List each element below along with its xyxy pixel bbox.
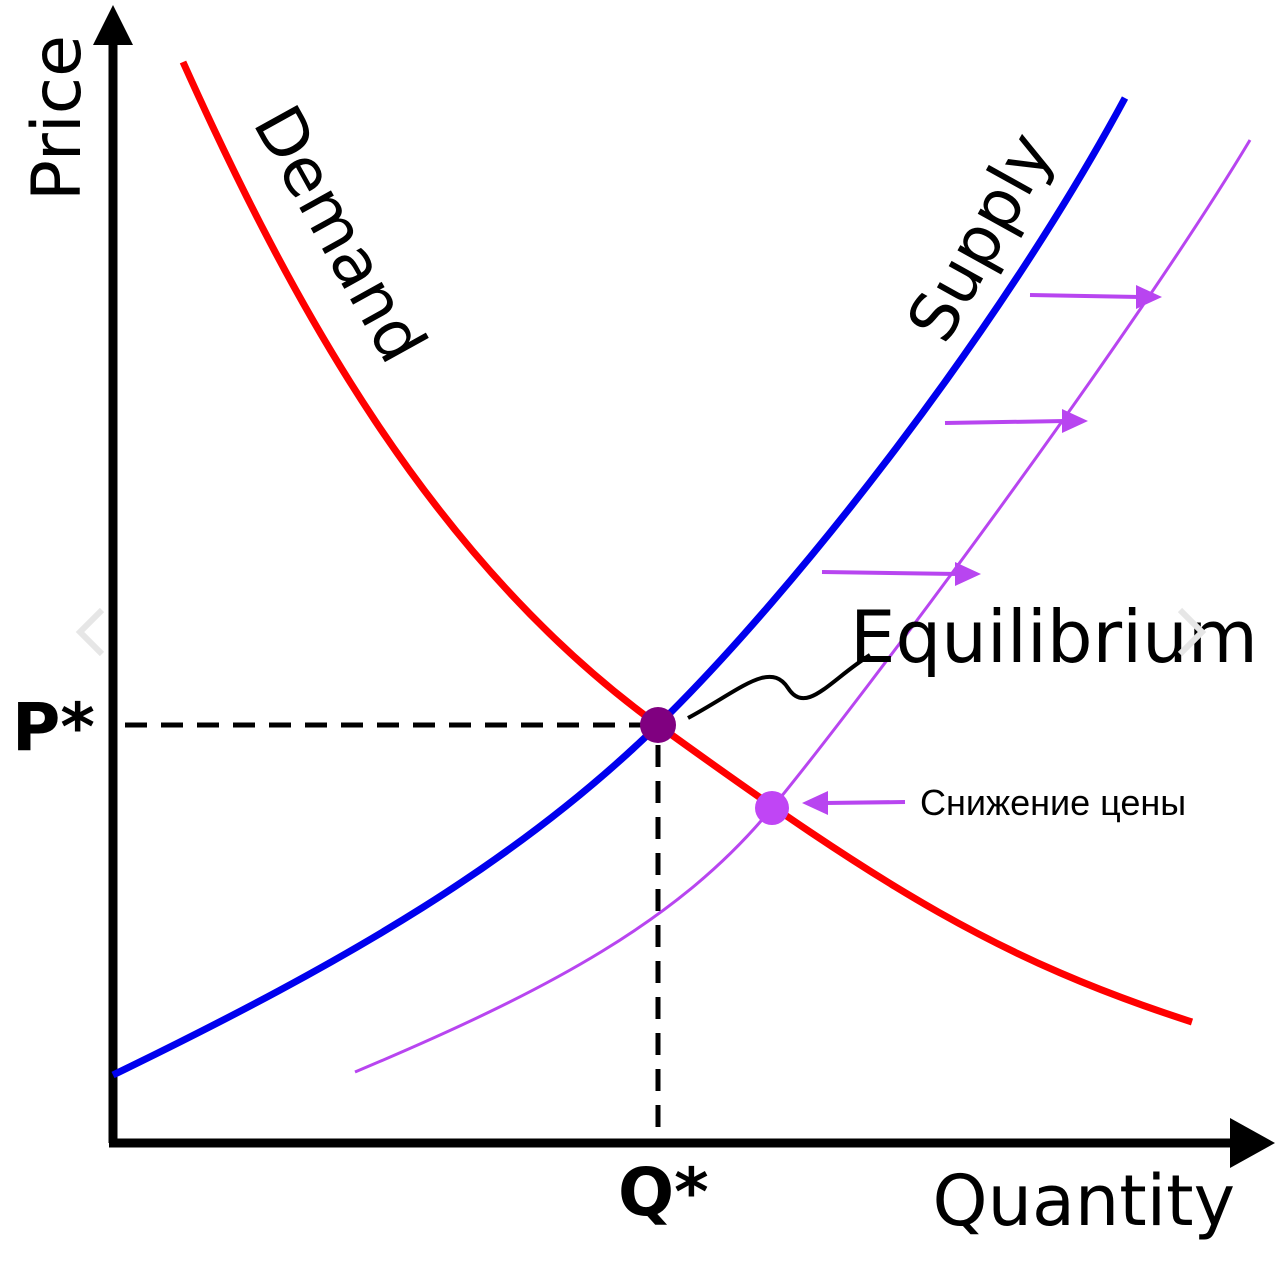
- y-axis-arrow: [93, 5, 133, 45]
- x-axis-label: Quantity: [933, 1160, 1236, 1242]
- shift-arrows: [802, 285, 1162, 815]
- quantity-label: Q*: [618, 1154, 709, 1231]
- pointer-arrow: [824, 800, 906, 805]
- shift-arrow: [944, 419, 1066, 425]
- price-drop-label: Снижение цены: [920, 782, 1186, 823]
- shift-arrow: [821, 570, 959, 576]
- arrow-head: [1136, 285, 1162, 309]
- shift-arrow: [1029, 293, 1141, 299]
- equilibrium-pointer: [687, 653, 872, 720]
- x-axis-arrow: [1230, 1118, 1275, 1168]
- equilibrium-label: Equilibrium: [850, 595, 1258, 679]
- previous-button[interactable]: [75, 607, 105, 657]
- arrow-head: [955, 562, 981, 586]
- new-equilibrium-point: [755, 791, 789, 825]
- demand-curve: [179, 60, 1194, 1026]
- shifted-supply-curve: [354, 139, 1252, 1074]
- y-axis-label: Price: [18, 35, 97, 201]
- price-label: P*: [12, 689, 95, 766]
- equilibrium-point: [640, 707, 676, 743]
- arrow-head: [1062, 409, 1088, 433]
- arrow-head: [802, 791, 828, 815]
- next-button[interactable]: [1177, 607, 1207, 657]
